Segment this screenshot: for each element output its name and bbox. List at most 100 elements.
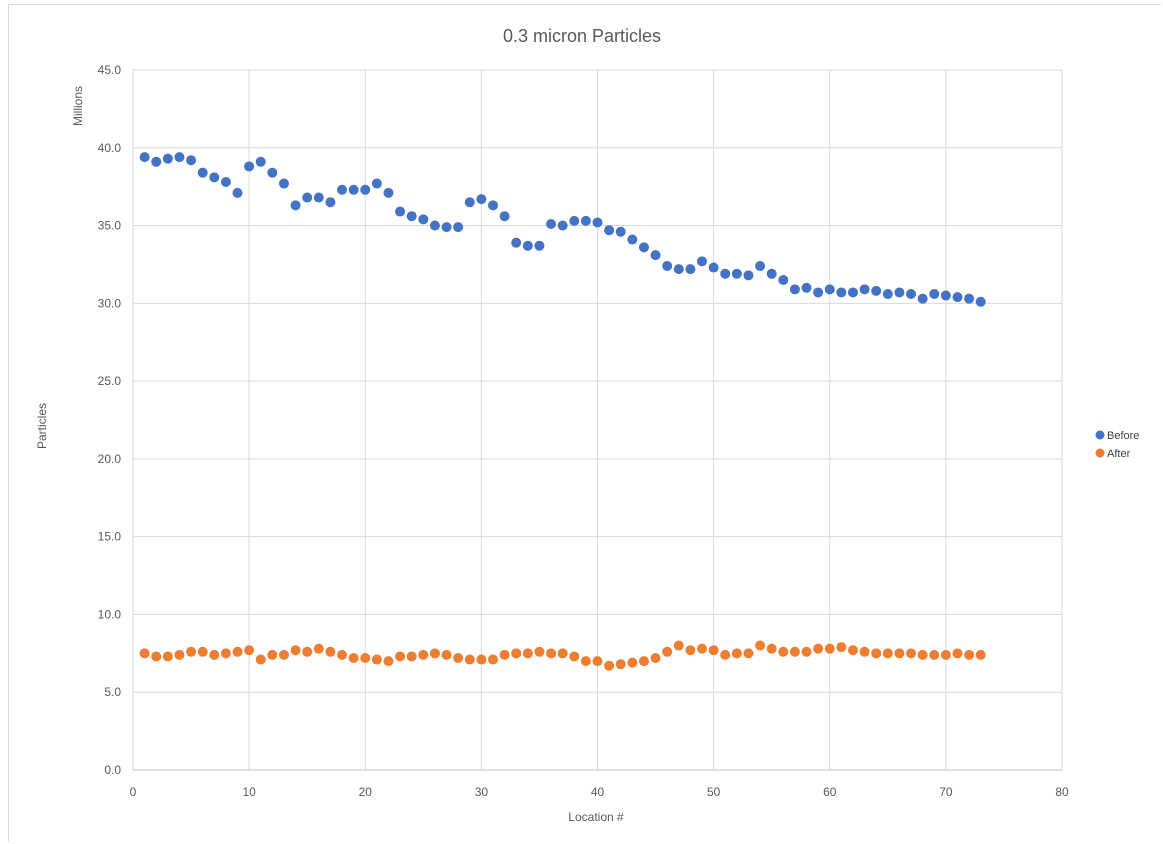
data-points <box>139 152 986 671</box>
data-point-before <box>789 284 800 295</box>
legend-label-after: After <box>1107 448 1131 460</box>
legend: Before After <box>1095 430 1139 460</box>
data-point-before <box>464 197 475 208</box>
data-point-after <box>557 648 568 659</box>
data-point-before <box>348 184 359 195</box>
data-point-after <box>348 653 359 663</box>
y-axis-display-units: Millions <box>71 86 85 126</box>
data-point-before <box>952 292 963 303</box>
data-point-after <box>697 643 708 654</box>
data-point-before <box>743 270 754 281</box>
data-point-before <box>801 282 812 293</box>
data-point-before <box>778 275 789 285</box>
data-point-before <box>836 287 847 298</box>
data-point-before <box>847 287 858 298</box>
data-point-before <box>418 214 429 225</box>
data-point-after <box>917 649 928 660</box>
data-point-after <box>650 653 661 663</box>
data-point-before <box>325 197 336 208</box>
data-point-after <box>836 642 847 653</box>
data-point-before <box>882 289 893 299</box>
data-point-after <box>534 646 545 657</box>
data-point-after <box>952 648 963 659</box>
data-point-before <box>940 290 951 301</box>
chart-frame <box>8 4 1161 842</box>
data-point-before <box>162 153 173 164</box>
data-point-after <box>766 643 777 654</box>
axes: 0 10 20 30 40 50 60 70 80 0.0 5.0 10.0 15.0 20.0 25.0 3… <box>98 63 1069 799</box>
data-point-before <box>917 293 928 304</box>
data-point-after <box>546 648 557 659</box>
data-point-after <box>302 646 313 657</box>
data-point-before <box>557 220 568 231</box>
data-point-after <box>894 648 905 659</box>
data-point-after <box>453 653 464 663</box>
data-point-before <box>232 187 243 198</box>
data-point-before <box>894 287 905 298</box>
data-point-before <box>929 289 940 299</box>
data-point-before <box>186 155 197 166</box>
data-point-after <box>731 648 742 659</box>
data-point-after <box>871 648 882 659</box>
data-point-after <box>476 654 487 665</box>
x-tick-label: 30 <box>475 785 489 799</box>
data-point-after <box>220 648 231 659</box>
data-point-before <box>580 215 591 226</box>
data-point-after <box>662 646 673 657</box>
data-point-before <box>360 184 371 195</box>
data-point-after <box>627 657 638 668</box>
data-point-after <box>638 656 649 667</box>
y-tick-label: 10.0 <box>98 607 122 621</box>
data-point-before <box>662 261 673 271</box>
data-point-after <box>418 649 429 660</box>
data-point-after <box>708 645 719 656</box>
data-point-after <box>882 648 893 659</box>
data-point-after <box>441 649 452 660</box>
data-point-before <box>685 264 696 275</box>
data-point-after <box>278 649 289 660</box>
data-point-after <box>232 646 243 657</box>
data-point-after <box>824 643 835 654</box>
data-point-before <box>476 194 487 205</box>
data-point-after <box>813 643 824 654</box>
data-point-before <box>220 177 231 187</box>
data-point-after <box>383 656 394 667</box>
data-point-before <box>302 192 313 203</box>
data-point-before <box>337 184 348 195</box>
y-tick-label: 0.0 <box>104 763 121 777</box>
data-point-before <box>708 262 719 273</box>
data-point-after <box>162 651 173 662</box>
data-point-before <box>406 211 417 222</box>
data-point-before <box>755 261 766 271</box>
data-point-before <box>569 215 580 226</box>
data-point-before <box>383 187 394 198</box>
data-point-after <box>313 643 324 654</box>
data-point-after <box>847 645 858 656</box>
x-tick-label: 40 <box>591 785 605 799</box>
data-point-after <box>789 646 800 657</box>
legend-label-before: Before <box>1107 430 1139 442</box>
data-point-before <box>720 268 731 279</box>
data-point-before <box>441 222 452 233</box>
y-tick-label: 20.0 <box>98 452 122 466</box>
data-point-after <box>197 646 208 657</box>
data-point-before <box>174 152 185 163</box>
data-point-before <box>429 220 440 231</box>
data-point-before <box>813 287 824 298</box>
legend-marker-after <box>1095 448 1105 458</box>
data-point-after <box>511 648 522 659</box>
data-point-before <box>604 225 615 236</box>
data-point-before <box>267 167 278 178</box>
y-tick-label: 30.0 <box>98 296 122 310</box>
data-point-before <box>697 256 708 267</box>
data-point-after <box>522 648 533 659</box>
data-point-before <box>139 152 150 163</box>
data-point-after <box>209 649 220 660</box>
data-point-after <box>139 648 150 659</box>
data-point-before <box>313 192 324 203</box>
data-point-before <box>592 217 603 228</box>
y-axis-title: Particles <box>35 403 49 449</box>
data-point-before <box>244 161 255 172</box>
legend-marker-before <box>1095 430 1105 440</box>
y-tick-label: 5.0 <box>104 685 121 699</box>
